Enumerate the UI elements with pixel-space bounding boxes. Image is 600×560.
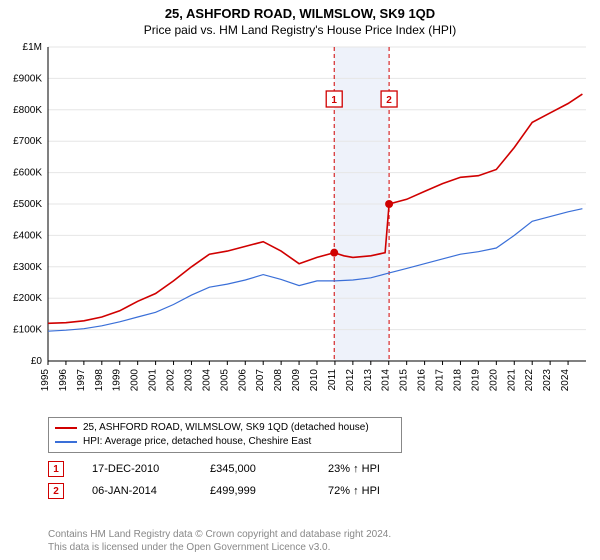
sale-date: 17-DEC-2010	[92, 463, 182, 475]
sale-delta: 72% ↑ HPI	[328, 485, 418, 497]
svg-text:2020: 2020	[488, 369, 499, 392]
svg-text:2007: 2007	[255, 369, 266, 392]
svg-text:2016: 2016	[417, 369, 428, 392]
svg-text:1: 1	[331, 95, 337, 106]
legend-box: 25, ASHFORD ROAD, WILMSLOW, SK9 1QD (det…	[48, 417, 402, 453]
sale-delta: 23% ↑ HPI	[328, 463, 418, 475]
svg-text:1999: 1999	[112, 369, 123, 392]
svg-text:2021: 2021	[506, 369, 517, 392]
svg-text:2002: 2002	[166, 369, 177, 392]
svg-text:2017: 2017	[435, 369, 446, 392]
sale-price: £499,999	[210, 485, 300, 497]
svg-text:£100K: £100K	[13, 325, 42, 336]
svg-text:£400K: £400K	[13, 230, 42, 241]
chart-svg: £0 £100K £200K £300K £400K £500K £600K £700K £80…	[0, 41, 600, 411]
legend-label: 25, ASHFORD ROAD, WILMSLOW, SK9 1QD (det…	[83, 421, 369, 435]
sales-table: 1 17-DEC-2010 £345,000 23% ↑ HPI 2 06-JA…	[48, 461, 600, 499]
svg-text:2023: 2023	[542, 369, 553, 392]
legend-row: HPI: Average price, detached house, Ches…	[55, 435, 395, 449]
footer-line: This data is licensed under the Open Gov…	[48, 541, 391, 554]
svg-text:£800K: £800K	[13, 105, 42, 116]
svg-text:2005: 2005	[219, 369, 230, 392]
sale-row: 1 17-DEC-2010 £345,000 23% ↑ HPI	[48, 461, 600, 477]
legend-swatch-property	[55, 427, 77, 429]
sale-date: 06-JAN-2014	[92, 485, 182, 497]
svg-text:2022: 2022	[524, 369, 535, 392]
svg-text:2010: 2010	[309, 369, 320, 392]
svg-text:2012: 2012	[345, 369, 356, 392]
legend-swatch-hpi	[55, 441, 77, 443]
svg-text:2008: 2008	[273, 369, 284, 392]
svg-text:£600K: £600K	[13, 168, 42, 179]
svg-text:2: 2	[386, 95, 392, 106]
svg-text:£500K: £500K	[13, 199, 42, 210]
svg-text:1997: 1997	[76, 369, 87, 392]
svg-text:£900K: £900K	[13, 73, 42, 84]
svg-text:2001: 2001	[148, 369, 159, 392]
page-subtitle: Price paid vs. HM Land Registry's House …	[0, 21, 600, 41]
svg-text:2013: 2013	[363, 369, 374, 392]
svg-text:£0: £0	[31, 356, 43, 367]
footer-attribution: Contains HM Land Registry data © Crown c…	[48, 528, 391, 554]
svg-text:2014: 2014	[381, 369, 392, 392]
sale-marker-icon: 2	[48, 483, 64, 499]
page-title: 25, ASHFORD ROAD, WILMSLOW, SK9 1QD	[0, 0, 600, 21]
footer-line: Contains HM Land Registry data © Crown c…	[48, 528, 391, 541]
svg-text:2019: 2019	[470, 369, 481, 392]
svg-text:£200K: £200K	[13, 293, 42, 304]
svg-text:2011: 2011	[327, 369, 338, 391]
sale-marker-icon: 1	[48, 461, 64, 477]
svg-text:1996: 1996	[58, 369, 69, 392]
svg-text:2000: 2000	[130, 369, 141, 392]
svg-text:1998: 1998	[94, 369, 105, 392]
svg-text:2015: 2015	[399, 369, 410, 392]
legend-label: HPI: Average price, detached house, Ches…	[83, 435, 311, 449]
svg-text:£1M: £1M	[23, 42, 42, 53]
svg-text:2018: 2018	[452, 369, 463, 392]
svg-text:2003: 2003	[183, 369, 194, 392]
svg-text:2024: 2024	[560, 369, 571, 392]
legend-row: 25, ASHFORD ROAD, WILMSLOW, SK9 1QD (det…	[55, 421, 395, 435]
svg-text:2009: 2009	[291, 369, 302, 392]
chart-area: £0 £100K £200K £300K £400K £500K £600K £700K £80…	[0, 41, 600, 411]
sale-price: £345,000	[210, 463, 300, 475]
sale-row: 2 06-JAN-2014 £499,999 72% ↑ HPI	[48, 483, 600, 499]
svg-text:1995: 1995	[40, 369, 51, 392]
svg-text:2006: 2006	[237, 369, 248, 392]
svg-text:£300K: £300K	[13, 262, 42, 273]
svg-text:£700K: £700K	[13, 136, 42, 147]
svg-text:2004: 2004	[201, 369, 212, 392]
